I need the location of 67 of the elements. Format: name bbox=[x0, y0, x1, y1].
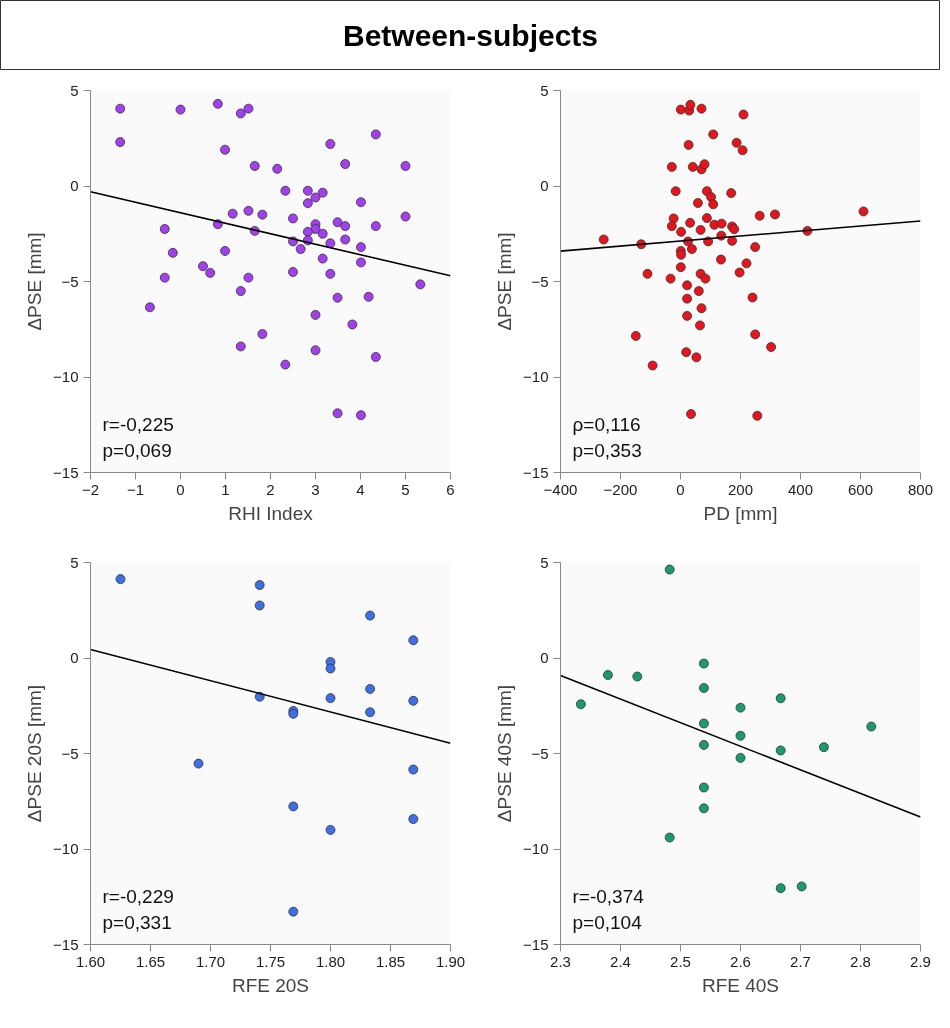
x-tick-label: 1 bbox=[221, 480, 230, 498]
y-tick-label: 0 bbox=[540, 649, 549, 666]
x-tick-label: 1.90 bbox=[435, 952, 466, 970]
x-tick-label: −1 bbox=[126, 480, 145, 498]
y-tick-label: −15 bbox=[523, 935, 549, 953]
y-tick-label: 5 bbox=[540, 553, 549, 571]
x-tick-label: 1.65 bbox=[135, 952, 166, 970]
x-tick-label: −2 bbox=[81, 480, 100, 498]
y-tick-label: 0 bbox=[70, 649, 79, 666]
x-tick-label: 3 bbox=[311, 480, 320, 498]
x-tick-label: 1.85 bbox=[375, 952, 406, 970]
text: Between-subjects bbox=[342, 19, 599, 52]
y-tick-label: −5 bbox=[531, 744, 549, 762]
x-tick-label: 2.3 bbox=[550, 952, 571, 970]
y-tick-label: −10 bbox=[523, 368, 549, 385]
x-tick-label: 2 bbox=[266, 480, 275, 498]
annotation: p=0,331 bbox=[102, 911, 172, 933]
x-tick-label: 6 bbox=[446, 480, 455, 498]
x-axis-title: RFE 20S bbox=[231, 974, 310, 996]
x-tick-label: −200 bbox=[603, 480, 638, 498]
y-tick-label: −15 bbox=[523, 463, 549, 481]
y-tick-label: −15 bbox=[53, 935, 79, 953]
x-tick-label: 1.70 bbox=[195, 952, 226, 970]
x-tick-label: 2.5 bbox=[670, 952, 691, 970]
x-tick-label: 2.7 bbox=[790, 952, 811, 970]
x-axis-title: RFE 40S bbox=[701, 974, 780, 996]
x-tick-label: 2.8 bbox=[850, 952, 871, 970]
x-tick-label: 2.9 bbox=[910, 952, 931, 970]
y-tick-label: −5 bbox=[531, 272, 549, 290]
x-tick-label: 800 bbox=[907, 480, 934, 498]
annotation: r=-0,229 bbox=[102, 885, 174, 907]
y-tick-label: −5 bbox=[61, 744, 79, 762]
x-tick-label: 400 bbox=[787, 480, 814, 498]
x-tick-label: 2.4 bbox=[610, 952, 631, 970]
annotation: r=-0,225 bbox=[102, 413, 174, 435]
x-tick-label: 1.80 bbox=[315, 952, 346, 970]
y-tick-label: 5 bbox=[540, 81, 549, 99]
annotation: ρ=0,116 bbox=[572, 413, 641, 435]
y-axis-title: ΔPSE [mm] bbox=[494, 232, 516, 331]
y-tick-label: 5 bbox=[70, 553, 79, 571]
y-axis-title: ΔPSE [mm] bbox=[24, 232, 46, 331]
y-tick-label: 0 bbox=[540, 177, 549, 194]
x-tick-label: 4 bbox=[356, 480, 365, 498]
x-tick-label: 200 bbox=[727, 480, 754, 498]
x-tick-label: 1.60 bbox=[75, 952, 106, 970]
y-axis-title: ΔPSE 20S [mm] bbox=[24, 684, 46, 823]
x-tick-label: −400 bbox=[543, 480, 578, 498]
annotation: p=0,069 bbox=[102, 439, 172, 461]
x-tick-label: 0 bbox=[676, 480, 685, 498]
annotation: r=-0,374 bbox=[572, 885, 645, 907]
x-tick-label: 0 bbox=[176, 480, 185, 498]
y-tick-label: −5 bbox=[61, 272, 79, 290]
y-tick-label: −15 bbox=[53, 463, 79, 481]
x-axis-title: RHI Index bbox=[228, 502, 314, 524]
x-tick-label: 600 bbox=[847, 480, 874, 498]
y-axis-title: ΔPSE 40S [mm] bbox=[494, 684, 516, 823]
annotation: p=0,104 bbox=[572, 911, 643, 933]
x-tick-label: 5 bbox=[401, 480, 410, 498]
y-tick-label: −10 bbox=[523, 840, 549, 857]
y-tick-label: −10 bbox=[53, 840, 79, 857]
y-tick-label: 0 bbox=[70, 177, 79, 194]
x-tick-label: 1.75 bbox=[255, 952, 286, 970]
x-tick-label: 2.6 bbox=[730, 952, 751, 970]
annotation: p=0,353 bbox=[572, 439, 642, 461]
x-axis-title: PD [mm] bbox=[703, 502, 778, 524]
y-tick-label: 5 bbox=[70, 81, 79, 99]
y-tick-label: −10 bbox=[53, 368, 79, 385]
